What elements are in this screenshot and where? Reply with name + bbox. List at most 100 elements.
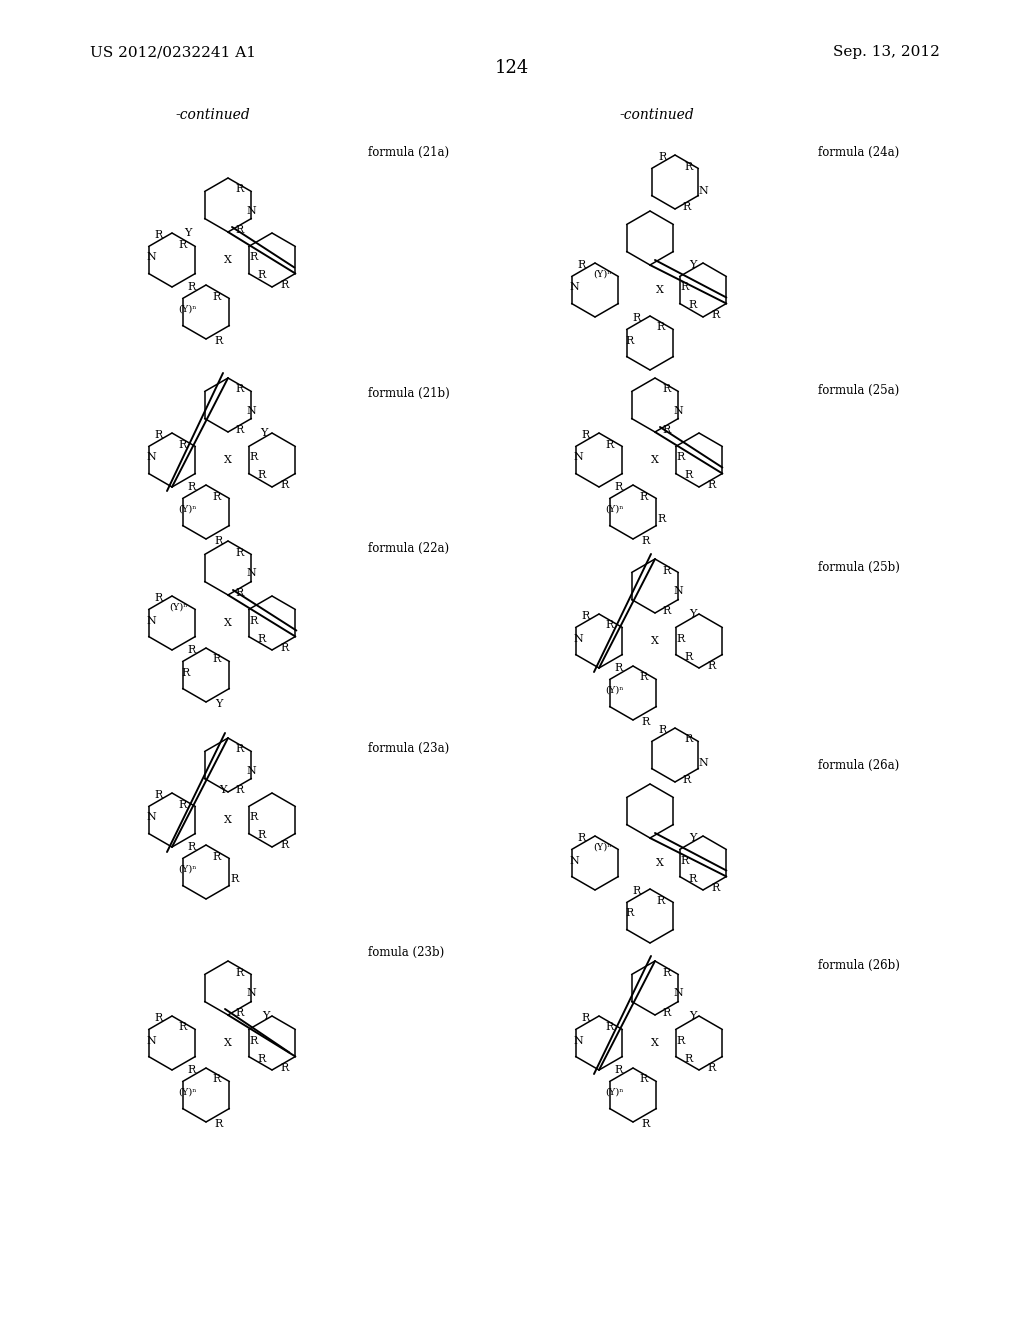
Text: formula (25b): formula (25b) <box>818 561 900 573</box>
Text: R: R <box>178 440 186 450</box>
Text: formula (22a): formula (22a) <box>368 541 450 554</box>
Text: R: R <box>155 230 163 240</box>
Text: R: R <box>181 668 189 677</box>
Text: formula (21a): formula (21a) <box>368 145 450 158</box>
Text: R: R <box>626 908 634 919</box>
Text: X: X <box>651 636 658 645</box>
Text: R: R <box>688 874 696 883</box>
Text: N: N <box>698 759 709 768</box>
Text: Y: Y <box>262 1011 269 1020</box>
Text: R: R <box>187 842 197 851</box>
Text: N: N <box>247 569 256 578</box>
Text: R: R <box>708 1063 716 1073</box>
Text: R: R <box>684 1053 693 1064</box>
Text: R: R <box>677 634 685 644</box>
Text: N: N <box>573 634 584 644</box>
Text: R: R <box>236 224 244 235</box>
Text: formula (26b): formula (26b) <box>818 958 900 972</box>
Text: X: X <box>224 255 232 265</box>
Text: R: R <box>236 587 244 598</box>
Text: N: N <box>569 282 580 293</box>
Text: formula (23a): formula (23a) <box>368 742 450 755</box>
Text: 124: 124 <box>495 59 529 77</box>
Text: X: X <box>224 455 232 465</box>
Text: R: R <box>663 1008 671 1018</box>
Text: R: R <box>582 1012 590 1023</box>
Text: R: R <box>684 161 692 172</box>
Text: R: R <box>605 620 613 631</box>
Text: (Y)ⁿ: (Y)ⁿ <box>593 271 611 279</box>
Text: R: R <box>236 425 244 436</box>
Text: Y: Y <box>689 1011 696 1020</box>
Text: R: R <box>155 789 163 800</box>
Text: (Y)ⁿ: (Y)ⁿ <box>178 865 197 874</box>
Text: Y: Y <box>215 700 222 709</box>
Text: R: R <box>708 661 716 671</box>
Text: R: R <box>236 185 244 194</box>
Text: R: R <box>683 202 691 213</box>
Text: R: R <box>712 883 720 894</box>
Text: R: R <box>663 384 671 395</box>
Text: R: R <box>582 611 590 620</box>
Text: R: R <box>605 1023 613 1032</box>
Text: R: R <box>257 470 266 480</box>
Text: R: R <box>688 301 696 310</box>
Text: R: R <box>236 785 244 795</box>
Text: R: R <box>683 775 691 785</box>
Text: R: R <box>708 480 716 490</box>
Text: R: R <box>642 1119 650 1129</box>
Text: N: N <box>573 453 584 462</box>
Text: N: N <box>698 186 709 195</box>
Text: R: R <box>578 260 586 271</box>
Text: R: R <box>614 482 624 492</box>
Text: R: R <box>257 830 266 841</box>
Text: N: N <box>569 855 580 866</box>
Text: R: R <box>639 491 647 502</box>
Text: R: R <box>187 645 197 655</box>
Text: X: X <box>224 814 232 825</box>
Text: R: R <box>639 672 647 682</box>
Text: R: R <box>605 440 613 450</box>
Text: US 2012/0232241 A1: US 2012/0232241 A1 <box>90 45 256 59</box>
Text: X: X <box>651 1038 658 1048</box>
Text: R: R <box>658 725 667 735</box>
Text: N: N <box>674 586 683 597</box>
Text: Sep. 13, 2012: Sep. 13, 2012 <box>834 45 940 59</box>
Text: R: R <box>215 1119 223 1129</box>
Text: R: R <box>236 548 244 557</box>
Text: R: R <box>212 292 220 301</box>
Text: (Y)ⁿ: (Y)ⁿ <box>178 506 197 513</box>
Text: R: R <box>281 840 289 850</box>
Text: Y: Y <box>689 833 696 843</box>
Text: R: R <box>178 1023 186 1032</box>
Text: (Y)ⁿ: (Y)ⁿ <box>593 843 611 851</box>
Text: R: R <box>578 833 586 843</box>
Text: R: R <box>681 855 689 866</box>
Text: R: R <box>614 663 624 673</box>
Text: R: R <box>155 1012 163 1023</box>
Text: Y: Y <box>219 785 226 795</box>
Text: R: R <box>215 337 223 346</box>
Text: R: R <box>257 271 266 281</box>
Text: R: R <box>212 655 220 664</box>
Text: R: R <box>684 470 693 480</box>
Text: R: R <box>663 565 671 576</box>
Text: formula (24a): formula (24a) <box>818 145 899 158</box>
Text: N: N <box>247 405 256 416</box>
Text: N: N <box>146 453 157 462</box>
Text: N: N <box>247 766 256 776</box>
Text: formula (21b): formula (21b) <box>368 387 450 400</box>
Text: R: R <box>663 968 671 978</box>
Text: R: R <box>281 480 289 490</box>
Text: R: R <box>663 606 671 616</box>
Text: R: R <box>684 734 692 744</box>
Text: R: R <box>633 886 641 896</box>
Text: R: R <box>212 491 220 502</box>
Text: R: R <box>250 1035 258 1045</box>
Text: R: R <box>642 717 650 727</box>
Text: R: R <box>633 313 641 323</box>
Text: R: R <box>212 851 220 862</box>
Text: Y: Y <box>689 609 696 619</box>
Text: R: R <box>178 800 186 809</box>
Text: R: R <box>155 593 163 603</box>
